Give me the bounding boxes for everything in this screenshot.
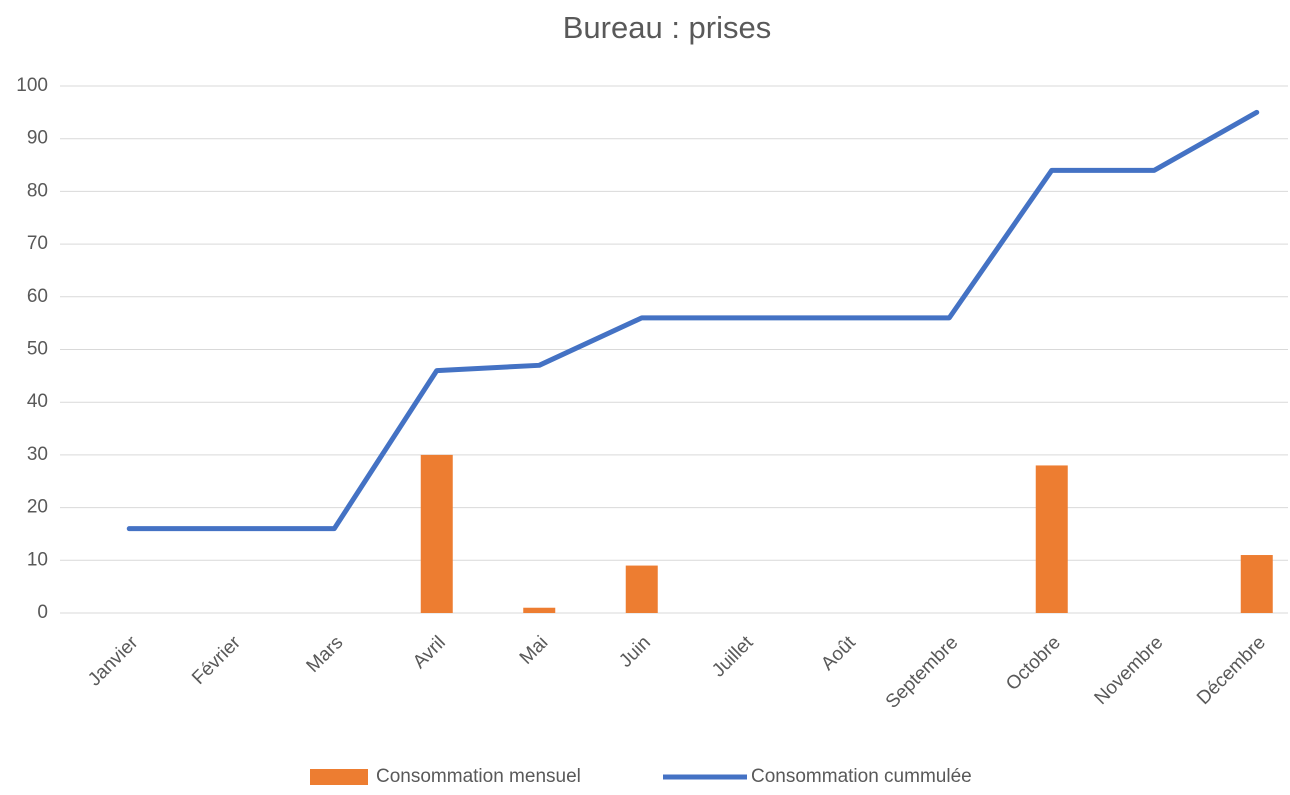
chart-title: Bureau : prises <box>563 10 772 45</box>
y-tick-label: 30 <box>27 444 48 465</box>
x-tick-label: Juillet <box>708 632 758 682</box>
y-tick-label: 10 <box>27 549 48 570</box>
bar <box>1240 555 1273 613</box>
x-tick-label: Septembre <box>882 632 963 713</box>
x-tick-label: Octobre <box>1002 632 1065 695</box>
y-tick-label: 40 <box>27 391 48 412</box>
x-tick-label: Août <box>817 632 860 675</box>
x-tick-label: Février <box>188 632 245 689</box>
y-tick-label: 0 <box>37 602 48 623</box>
y-tick-label: 70 <box>27 233 48 254</box>
legend-label: Consommation cummulée <box>751 766 972 787</box>
legend-label: Consommation mensuel <box>376 766 581 787</box>
bar <box>523 607 556 613</box>
x-tick-label: Avril <box>409 632 450 673</box>
x-tick-label: Juin <box>615 632 654 671</box>
x-tick-label: Janvier <box>84 632 143 691</box>
y-tick-label: 60 <box>27 286 48 307</box>
x-tick-label: Mai <box>516 632 553 669</box>
y-tick-label: 80 <box>27 180 48 201</box>
legend-swatch <box>310 769 368 785</box>
line <box>126 109 1260 532</box>
bar <box>1035 465 1068 613</box>
y-tick-label: 50 <box>27 339 48 360</box>
x-tick-label: Décembre <box>1193 632 1270 709</box>
y-tick-label: 20 <box>27 497 48 518</box>
bar <box>625 565 658 613</box>
y-tick-label: 90 <box>27 128 48 149</box>
y-tick-label: 100 <box>16 75 48 96</box>
x-tick-label: Novembre <box>1091 632 1168 709</box>
bar <box>420 454 453 613</box>
x-tick-label: Mars <box>303 632 348 677</box>
